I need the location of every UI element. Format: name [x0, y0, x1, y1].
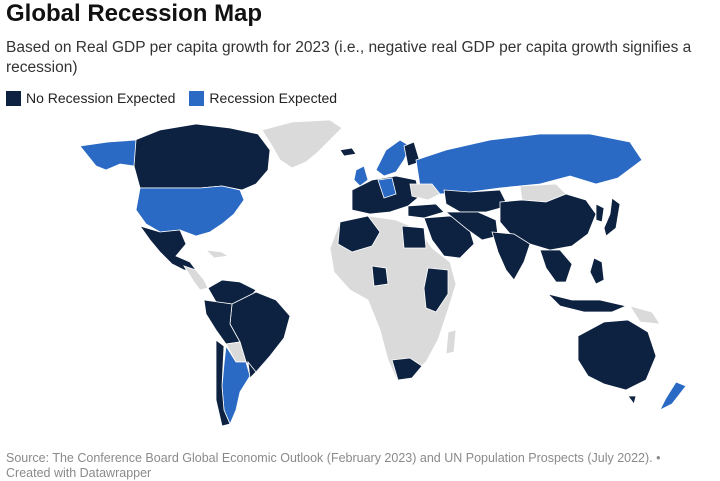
legend-label-recession: Recession Expected — [209, 90, 338, 106]
region-philippines — [589, 257, 605, 285]
region-usa — [135, 185, 245, 237]
region-kazakhstan — [443, 189, 509, 213]
region-india — [491, 231, 531, 281]
region-egypt — [401, 225, 427, 249]
region-central-america — [183, 265, 209, 291]
region-caribbean — [204, 249, 230, 259]
world-map — [79, 119, 687, 427]
region-mexico — [138, 225, 197, 271]
region-russia — [415, 133, 643, 195]
legend-item-recession: Recession Expected — [189, 90, 337, 106]
legend-label-no-recession: No Recession Expected — [26, 90, 176, 106]
region-east-africa — [423, 267, 449, 313]
source-note: Source: The Conference Board Global Econ… — [6, 451, 661, 465]
region-greenland — [261, 119, 343, 169]
region-alaska — [79, 139, 137, 171]
region-iceland — [339, 147, 357, 157]
map-title: Global Recession Map — [6, 0, 263, 27]
credit-note: Created with Datawrapper — [6, 466, 152, 480]
region-japan — [603, 197, 621, 237]
map-legend: No Recession Expected Recession Expected — [6, 90, 351, 106]
region-madagascar — [445, 329, 457, 355]
region-korea — [595, 203, 605, 223]
legend-item-no-recession: No Recession Expected — [6, 90, 175, 106]
region-uruguay — [247, 360, 257, 379]
region-germany — [377, 177, 397, 199]
legend-swatch-recession — [189, 90, 205, 106]
region-indonesia — [546, 293, 628, 313]
region-new-zealand — [659, 381, 687, 411]
region-south-africa — [391, 357, 423, 381]
region-se-asia — [539, 249, 573, 283]
region-australia — [577, 319, 657, 391]
legend-swatch-no-recession — [6, 90, 21, 106]
region-chile — [215, 339, 231, 427]
region-papua — [629, 305, 661, 325]
region-nigeria — [371, 265, 389, 287]
region-canada — [133, 123, 271, 191]
region-north-africa — [337, 215, 381, 253]
region-tasmania — [627, 395, 637, 405]
region-turkey — [407, 203, 445, 219]
map-subtitle: Based on Real GDP per capita growth for … — [6, 39, 692, 76]
region-uk — [353, 165, 369, 187]
region-ukraine — [409, 183, 441, 201]
map-footer: Source: The Conference Board Global Econ… — [6, 451, 706, 481]
